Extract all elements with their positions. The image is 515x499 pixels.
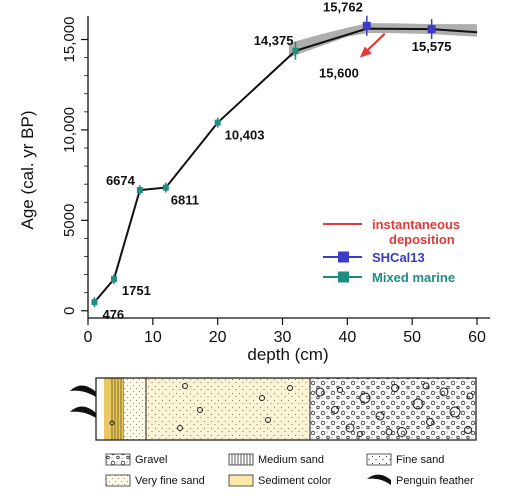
penguin-feather-swatch-icon bbox=[367, 474, 391, 485]
core-pebble bbox=[331, 406, 339, 414]
core-pebble bbox=[449, 406, 461, 418]
sediment-color-label: Sediment color bbox=[258, 475, 332, 487]
core-pebble bbox=[359, 392, 371, 404]
sediment-color-swatch bbox=[228, 474, 254, 487]
sediment-core-diagram bbox=[70, 377, 477, 441]
core-pebble bbox=[426, 418, 434, 426]
core-pebble bbox=[265, 417, 271, 423]
x-tick-label: 30 bbox=[274, 329, 292, 346]
very-fine-sand-label: Very fine sand bbox=[135, 475, 205, 487]
core-pebble bbox=[357, 431, 363, 437]
core-pebble bbox=[259, 395, 265, 401]
data-label: 6674 bbox=[106, 173, 136, 188]
x-tick-label: 10 bbox=[144, 329, 162, 346]
core-pebble bbox=[412, 398, 424, 410]
x-tick-label: 20 bbox=[209, 329, 227, 346]
legend-marine-swatch-square bbox=[338, 271, 349, 283]
fine-sand-label: Fine sand bbox=[396, 454, 444, 466]
core-scale-strip bbox=[104, 378, 110, 440]
core-legend: Gravel Medium sand Fine sand Very fine s… bbox=[105, 453, 474, 487]
chart-legend: instantaneous deposition SHCal13 Mixed m… bbox=[323, 217, 460, 285]
core-pebble bbox=[109, 420, 115, 426]
core-medium-sand-layer bbox=[110, 378, 124, 440]
data-labels-layer: 476 1751 6674 6811 10,403 14,375 15,762 15,575 1… bbox=[102, 0, 451, 322]
y-axis-label: Age (cal. yr BP) bbox=[18, 110, 37, 229]
data-label: 15,575 bbox=[412, 39, 452, 54]
x-tick-label: 0 bbox=[84, 329, 93, 346]
date-point bbox=[110, 276, 117, 283]
date-point bbox=[162, 184, 169, 191]
annotation-arrowhead bbox=[359, 46, 372, 58]
data-label: 10,403 bbox=[225, 128, 265, 143]
legend-instantaneous-label: instantaneous bbox=[372, 217, 460, 232]
legend-shcal13-label: SHCal13 bbox=[372, 250, 425, 265]
core-pebble bbox=[197, 407, 203, 413]
core-pebble bbox=[315, 387, 325, 397]
core-pebbles bbox=[109, 382, 474, 437]
date-point bbox=[214, 119, 221, 126]
data-label: 6811 bbox=[171, 193, 199, 208]
y-tick-label: 15,000 bbox=[61, 17, 78, 63]
core-pebble bbox=[385, 428, 393, 436]
y-tick-label: 0 bbox=[61, 307, 78, 315]
date-point bbox=[91, 299, 98, 306]
core-pebble bbox=[375, 411, 385, 421]
dated-samples-layer bbox=[91, 15, 436, 308]
core-pebble bbox=[397, 427, 407, 437]
fine-sand-swatch bbox=[366, 453, 392, 466]
date-point bbox=[427, 25, 436, 34]
y-tick-label: 5000 bbox=[61, 204, 78, 237]
core-pebble bbox=[182, 383, 188, 389]
core-pebble bbox=[337, 387, 343, 393]
gravel-label: Gravel bbox=[135, 454, 167, 466]
legend-instantaneous-label-line2: deposition bbox=[389, 232, 455, 247]
core-fine-sand-texture bbox=[146, 378, 310, 440]
medium-sand-swatch bbox=[228, 453, 254, 466]
x-tick-label: 40 bbox=[338, 329, 356, 346]
core-pebble bbox=[391, 384, 399, 392]
age-depth-plot: 0 10 20 30 40 50 60 0 5000 10,000 15,000 476 1751 66… bbox=[18, 0, 490, 364]
penguin-feather-icon bbox=[70, 385, 96, 397]
axes bbox=[87, 16, 490, 319]
core-outline bbox=[95, 377, 477, 441]
data-label: 15,762 bbox=[323, 0, 363, 15]
core-pebble bbox=[466, 392, 474, 400]
penguin-feather-icon bbox=[70, 406, 96, 418]
core-pebble bbox=[345, 423, 355, 433]
core-pebble bbox=[464, 426, 472, 434]
core-pebble bbox=[287, 385, 293, 391]
date-point bbox=[136, 187, 143, 194]
very-fine-sand-swatch bbox=[105, 474, 131, 487]
data-label: 1751 bbox=[122, 283, 151, 298]
tick-marks: 0 10 20 30 40 50 60 0 5000 10,000 15,000 bbox=[61, 17, 486, 346]
x-tick-label: 60 bbox=[468, 329, 486, 346]
penguin-feather-label: Penguin feather bbox=[396, 475, 474, 487]
date-point bbox=[362, 21, 371, 30]
core-pebble bbox=[439, 387, 449, 397]
data-label: 476 bbox=[102, 307, 124, 322]
gravel-swatch bbox=[105, 453, 131, 466]
legend-marine-label: Mixed marine bbox=[372, 270, 455, 285]
y-tick-label: 10,000 bbox=[61, 107, 78, 153]
legend-shcal13-swatch-square bbox=[338, 251, 349, 263]
annotation-label: 15,600 bbox=[319, 66, 359, 81]
core-pebble bbox=[177, 425, 183, 431]
x-tick-label: 50 bbox=[403, 329, 421, 346]
data-label: 14,375 bbox=[254, 33, 294, 48]
x-axis-label: depth (cm) bbox=[247, 345, 328, 364]
date-point bbox=[292, 47, 299, 54]
core-very-fine-sand-layer bbox=[124, 378, 146, 440]
core-pebble bbox=[422, 382, 430, 390]
medium-sand-label: Medium sand bbox=[258, 454, 324, 466]
